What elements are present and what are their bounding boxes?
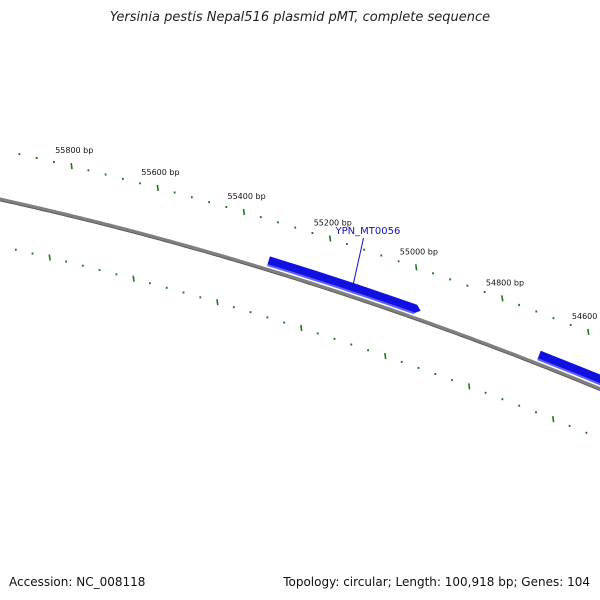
sequence-backbone — [0, 197, 600, 392]
gene-highlight — [537, 358, 600, 386]
ruler-label: 55400 bp — [228, 192, 266, 201]
outer-tick-major — [242, 208, 246, 216]
outer-tick-major — [587, 328, 590, 336]
ruler-label: 54600 bp — [572, 312, 600, 321]
inner-tick-major — [300, 324, 303, 332]
ruler-label: 55800 bp — [55, 146, 93, 155]
topology-label: Topology: — [283, 575, 340, 589]
ruler-label: 55600 bp — [141, 168, 179, 177]
genes-value: 104 — [567, 575, 590, 589]
ruler-labels: 55800 bp 55600 bp 55400 bp 55200 bp 55000 bp… — [55, 146, 600, 321]
gene-highlight — [267, 264, 415, 315]
gene-label-leader — [353, 237, 364, 284]
length-value: 100,918 bp — [444, 575, 514, 589]
ruler-label: 55200 bp — [314, 219, 352, 228]
outer-tick-major — [328, 235, 332, 242]
inner-tick-major — [384, 352, 387, 360]
gene-arrow-forward — [537, 350, 600, 385]
gene-track — [267, 256, 600, 386]
gene-arrow-forward — [267, 256, 421, 314]
accession-value: NC_008118 — [76, 575, 146, 589]
inner-tick-major — [48, 254, 51, 261]
outer-tick-major — [415, 264, 418, 271]
ruler-label: 54800 bp — [486, 278, 524, 287]
ruler-label: 55000 bp — [400, 247, 438, 256]
gene-label: YPN_MT0056 — [335, 226, 401, 237]
inner-tick-major — [216, 299, 219, 306]
outer-tick-major — [70, 162, 73, 170]
gene-labels: YPN_MT0056 — [335, 226, 401, 284]
outer-tick-track — [18, 153, 590, 336]
outer-tick-major — [501, 295, 504, 302]
inner-tick-track — [14, 248, 588, 434]
accession-label: Accession: — [9, 575, 73, 589]
genes-label: Genes: — [521, 575, 564, 589]
inner-tick-major — [132, 275, 135, 282]
backbone-shadow — [0, 199, 600, 392]
inner-tick-major — [468, 383, 471, 390]
outer-tick-major — [156, 184, 159, 192]
accession-footer: Accession: NC_008118 — [9, 575, 145, 589]
sequence-stats-footer: Topology: circular; Length: 100,918 bp; … — [283, 575, 590, 589]
backbone-line — [0, 197, 600, 391]
inner-tick-major — [552, 415, 555, 423]
length-label: Length: — [395, 575, 441, 589]
map-title: Yersinia pestis Nepal516 plasmid pMT, co… — [109, 10, 491, 25]
topology-value: circular — [343, 575, 388, 589]
